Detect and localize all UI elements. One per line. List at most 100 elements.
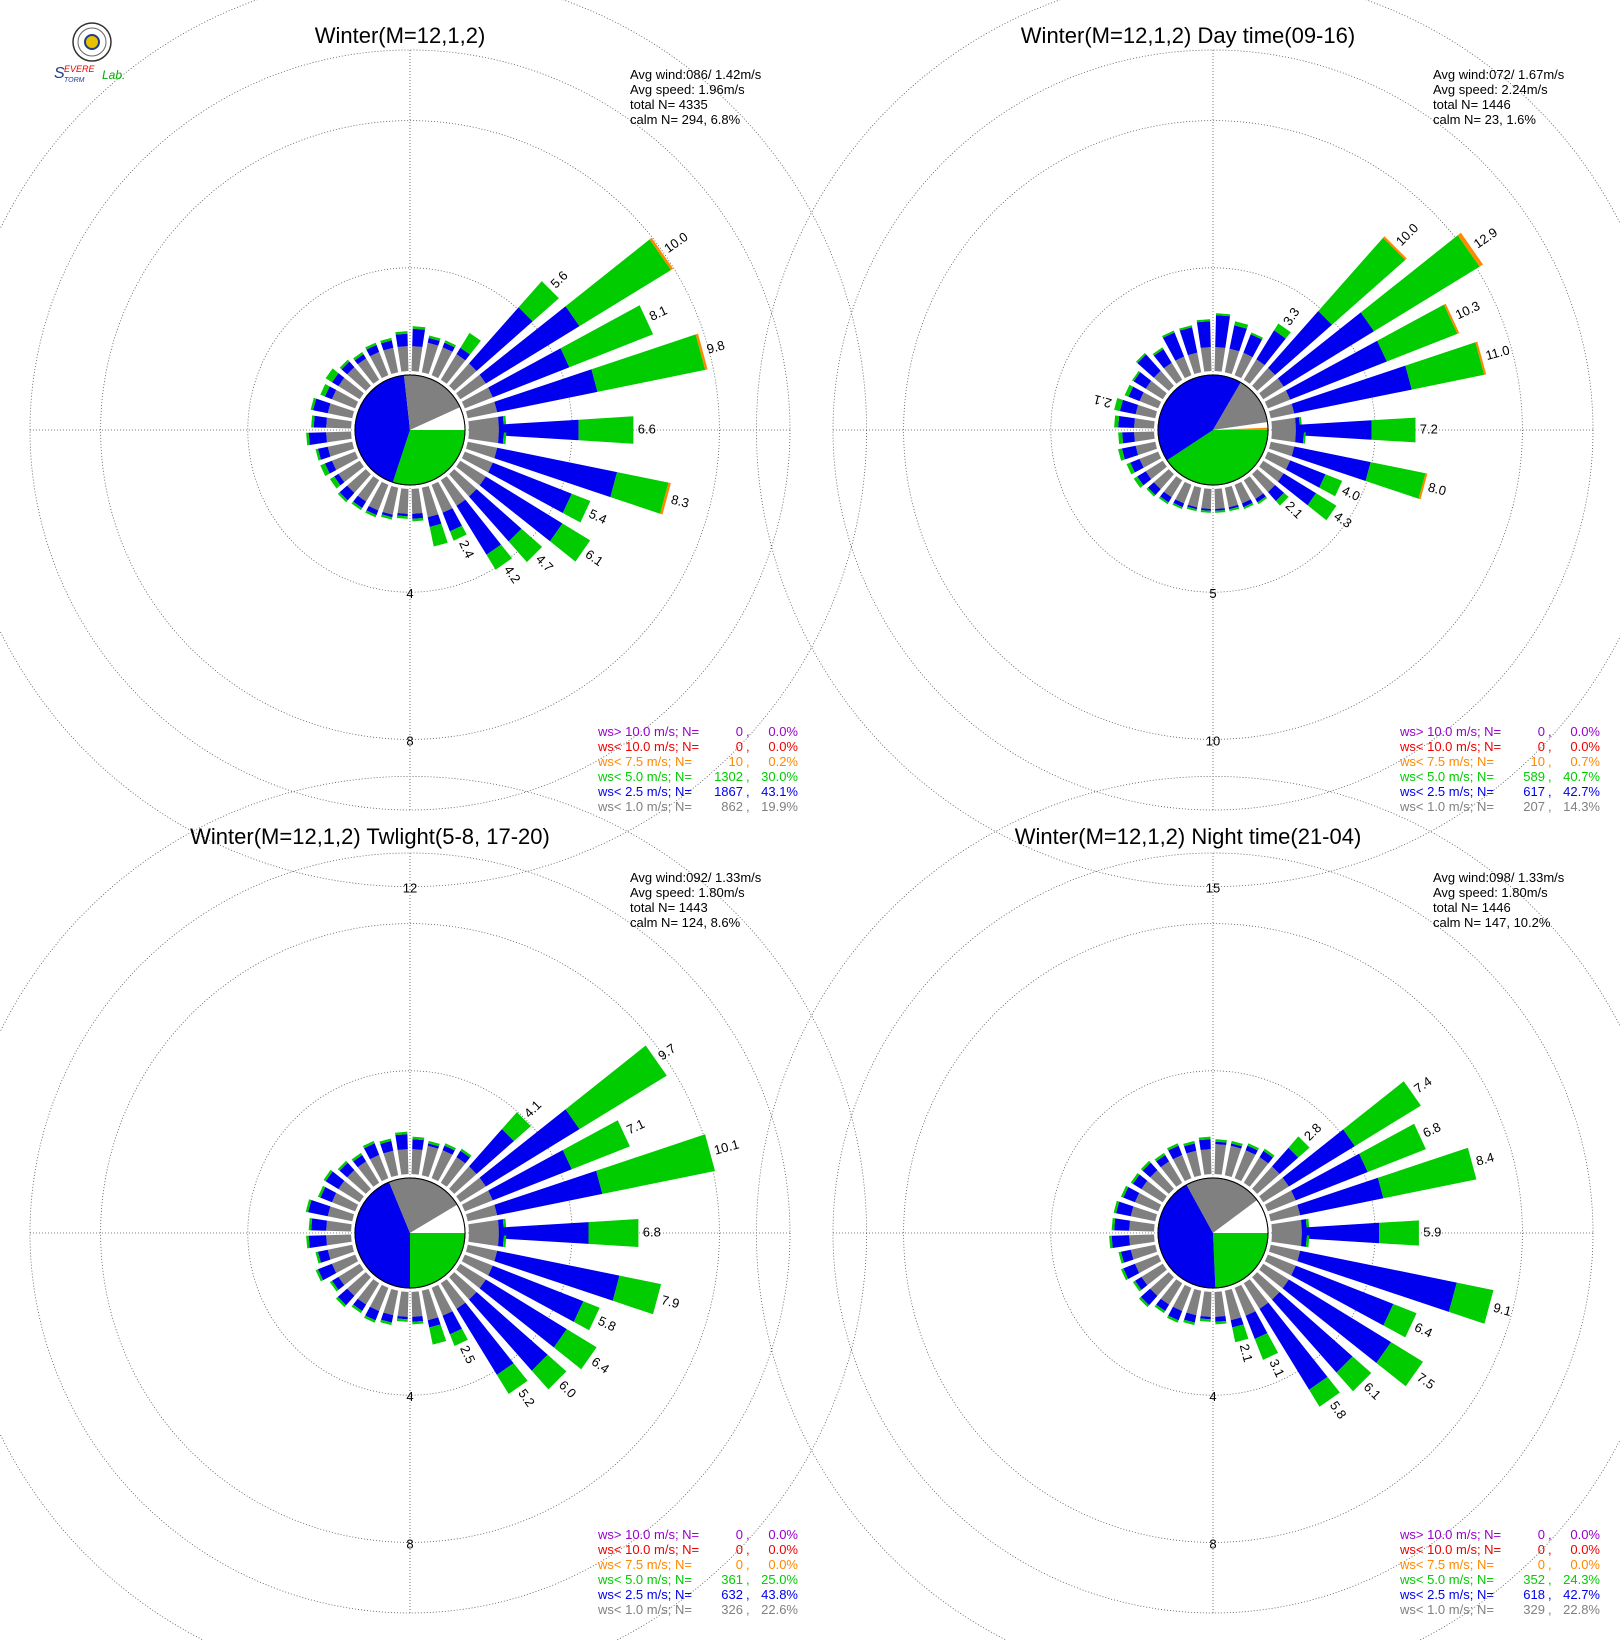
ring-label: 5 xyxy=(1209,586,1216,601)
legend-percent: 0.0% xyxy=(1570,739,1600,754)
wind-bar-segment xyxy=(379,1138,392,1144)
bar-value-label: 5.4 xyxy=(587,506,610,527)
wind-bar-segment xyxy=(1118,1251,1124,1264)
wind-bar-segment xyxy=(1291,365,1412,414)
wind-bar-segment xyxy=(1135,352,1147,364)
wind-bar-segment xyxy=(498,432,504,444)
ring-label: 12 xyxy=(403,881,417,896)
wind-bar-segment xyxy=(1140,1288,1158,1306)
range-ring xyxy=(100,923,720,1543)
wind-bar-segment xyxy=(466,1244,498,1262)
wind-bar-segment xyxy=(338,460,364,483)
wind-bar-segment xyxy=(365,510,377,518)
wind-bar-segment xyxy=(1162,332,1185,361)
wind-bar-segment xyxy=(1140,1160,1151,1171)
wind-bar-segment xyxy=(397,513,408,517)
wind-bar-segment xyxy=(323,1169,333,1182)
wind-bar-segment xyxy=(591,334,706,392)
wind-bar-segment xyxy=(306,1235,310,1249)
bar-value-label: 8.4 xyxy=(1474,1149,1495,1168)
wind-bar-segment xyxy=(305,1199,312,1213)
wind-bar-segment xyxy=(479,1109,580,1187)
legend-percent: 43.1% xyxy=(761,784,798,799)
bar-value-label: 7.9 xyxy=(660,1292,681,1311)
wind-bar-segment xyxy=(1167,1315,1179,1323)
severe-storm-lab-logo: S EVERE TORM Lab. xyxy=(54,22,125,84)
wind-bar-segment xyxy=(380,1319,392,1326)
wind-bar-segment xyxy=(308,432,327,445)
legend-percent: 0.0% xyxy=(768,739,798,754)
wind-bar-segment xyxy=(1199,1139,1211,1150)
wind-bar-segment xyxy=(1129,1234,1155,1246)
wind-bar-segment xyxy=(449,469,477,497)
bar-value-label: 6.1 xyxy=(583,546,606,569)
legend-label: ws< 1.0 m/s; N= xyxy=(597,799,692,814)
wind-bar-segment xyxy=(1360,235,1480,332)
legend-count: 361 xyxy=(721,1572,743,1587)
wind-bar-segment xyxy=(1359,1123,1426,1172)
wind-bar-segment xyxy=(1264,1190,1296,1212)
wind-bar-segment xyxy=(1269,1204,1301,1222)
wind-bar-segment xyxy=(1200,510,1211,513)
wind-bar-segment xyxy=(1365,462,1426,499)
wind-bar-segment xyxy=(550,523,591,562)
ring-label: 8 xyxy=(406,733,413,748)
wind-bar-segment xyxy=(353,352,364,361)
legend-count: 0 xyxy=(1538,739,1545,754)
stats-line: total N= 1443 xyxy=(630,900,708,915)
wind-bar-segment xyxy=(1200,1291,1212,1317)
wind-bar-segment xyxy=(1156,1298,1170,1311)
legend-comma: , xyxy=(1548,1542,1552,1557)
legend-percent: 14.3% xyxy=(1563,799,1600,814)
wind-bar-segment xyxy=(1201,488,1212,509)
legend-percent: 24.3% xyxy=(1563,1572,1600,1587)
bar-value-label: 9.1 xyxy=(1492,1300,1513,1319)
legend-comma: , xyxy=(1548,739,1552,754)
bar-value-label: 7.5 xyxy=(1414,1370,1437,1393)
wind-bar-segment xyxy=(326,417,352,429)
wind-bar-segment xyxy=(460,332,481,355)
bar-value-label: 10.3 xyxy=(1453,298,1482,322)
wind-bar-segment xyxy=(1145,460,1167,480)
wind-bar-segment xyxy=(1377,304,1458,362)
wind-bar-segment xyxy=(498,419,579,441)
bar-value-label: 6.8 xyxy=(643,1224,661,1239)
logo-letter-s: S xyxy=(54,65,65,82)
ring-label: 8 xyxy=(406,1536,413,1551)
legend-label: ws< 10.0 m/s; N= xyxy=(597,1542,699,1557)
wind-bar-segment xyxy=(502,1112,531,1141)
wind-bar-segment xyxy=(431,1150,453,1182)
wind-bar-segment xyxy=(1160,1161,1183,1187)
wind-bar-segment xyxy=(339,485,355,501)
wind-bar-segment xyxy=(1252,1166,1280,1194)
legend-label: ws< 2.5 m/s; N= xyxy=(1399,1587,1494,1602)
range-ring xyxy=(756,776,1620,1645)
legend-comma: , xyxy=(1548,769,1552,784)
wind-bar-segment xyxy=(313,398,331,414)
wind-bar-segment xyxy=(364,1315,376,1323)
wind-bar-segment xyxy=(1153,469,1174,490)
wind-bar-segment xyxy=(1196,321,1211,348)
wind-bar-segment xyxy=(431,1284,453,1316)
wind-bar-segment xyxy=(324,386,337,400)
wind-bar-segment xyxy=(1229,325,1247,352)
logo-seal-inner-icon xyxy=(77,27,107,57)
wind-bar-segment xyxy=(1257,496,1268,505)
stats-line: calm N= 294, 6.8% xyxy=(630,112,741,127)
wind-bar-segment xyxy=(1271,431,1296,443)
wind-bar-segment xyxy=(383,1289,399,1316)
wind-bar-segment xyxy=(1285,340,1387,400)
wind-bar-segment xyxy=(1269,441,1295,457)
wind-bar-segment xyxy=(331,1254,359,1274)
wind-bar-segment xyxy=(442,1145,455,1155)
wind-bar-segment xyxy=(429,1324,447,1345)
wind-bar-segment xyxy=(1187,486,1202,508)
wind-bar-segment xyxy=(395,1131,408,1136)
legend-label: ws< 1.0 m/s; N= xyxy=(1399,1602,1494,1617)
wind-bar-segment xyxy=(461,1254,493,1276)
wind-bar-segment xyxy=(421,486,439,518)
wind-bar-segment xyxy=(502,1235,507,1248)
legend-label: ws< 7.5 m/s; N= xyxy=(1399,1557,1494,1572)
wind-bar-segment xyxy=(1134,1192,1162,1212)
